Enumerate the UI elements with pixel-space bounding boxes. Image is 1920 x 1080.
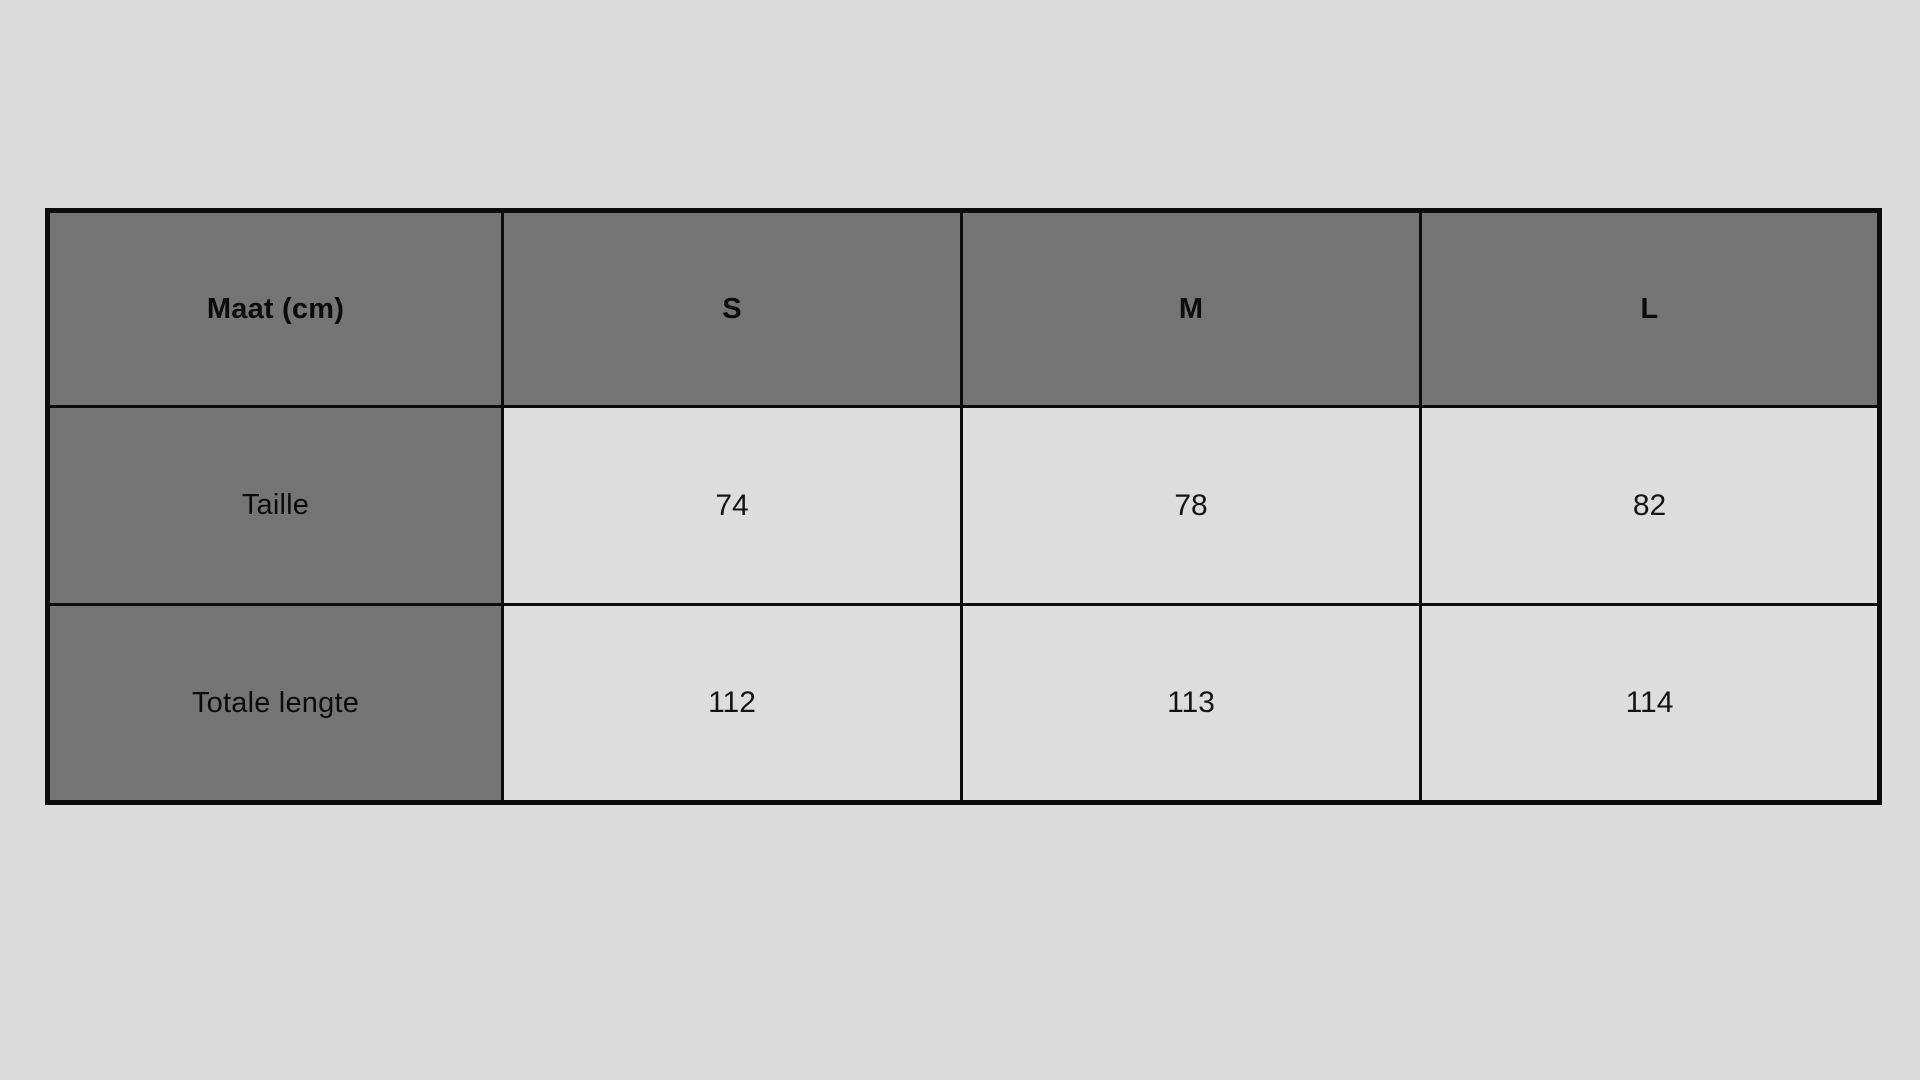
table-header-row: Maat (cm) S M L <box>46 209 1881 408</box>
cell-totale-lengte-l: 114 <box>1419 603 1881 804</box>
header-cell-size-l: L <box>1419 209 1881 408</box>
size-chart-table: Maat (cm) S M L Taille 74 78 82 Totale l… <box>45 208 1882 805</box>
cell-taille-l: 82 <box>1419 405 1881 606</box>
cell-totale-lengte-m: 113 <box>960 603 1422 804</box>
cell-taille-m: 78 <box>960 405 1422 606</box>
table-row: Taille 74 78 82 <box>46 405 1881 606</box>
row-label-totale-lengte: Totale lengte <box>46 603 504 804</box>
table-row: Totale lengte 112 113 114 <box>46 603 1881 804</box>
cell-taille-s: 74 <box>501 405 963 606</box>
header-cell-size-s: S <box>501 209 963 408</box>
row-label-taille: Taille <box>46 405 504 606</box>
header-cell-size-m: M <box>960 209 1422 408</box>
header-cell-measurement: Maat (cm) <box>46 209 504 408</box>
size-chart-container: Maat (cm) S M L Taille 74 78 82 Totale l… <box>45 208 1882 805</box>
cell-totale-lengte-s: 112 <box>501 603 963 804</box>
